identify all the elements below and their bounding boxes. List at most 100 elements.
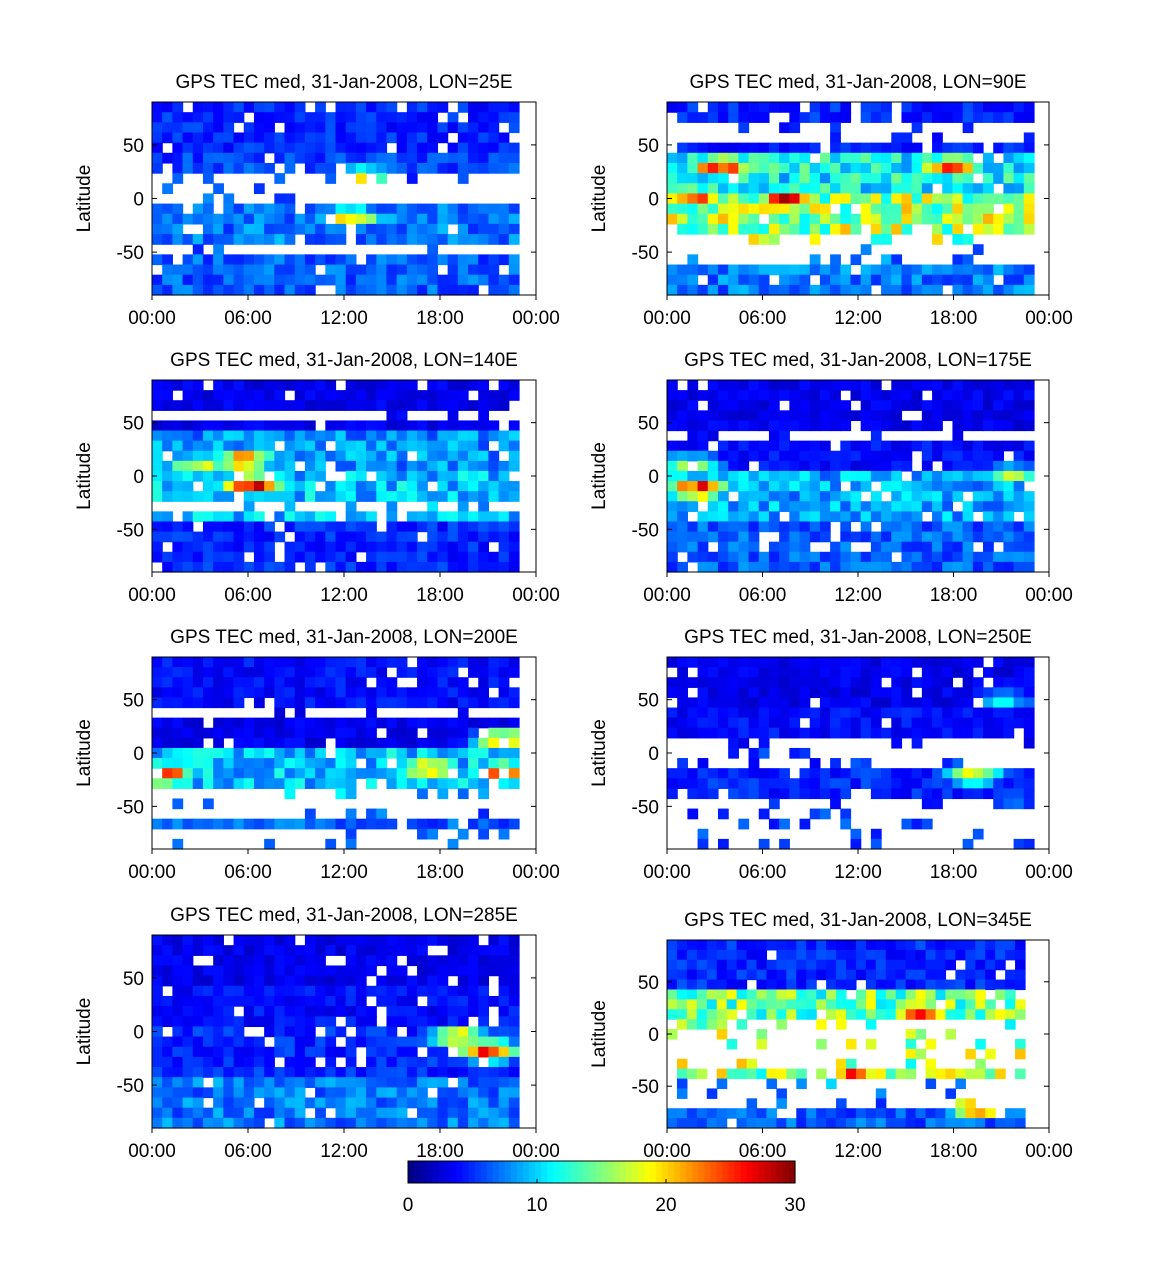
heatmap-cell bbox=[860, 667, 872, 678]
heatmap-cell bbox=[932, 798, 943, 810]
heatmap-cell bbox=[952, 758, 964, 769]
heatmap-cell bbox=[1013, 112, 1025, 123]
heatmap-cell bbox=[366, 758, 377, 769]
heatmap-cell bbox=[952, 657, 964, 668]
heatmap-cell bbox=[376, 808, 388, 820]
heatmap-cell bbox=[457, 102, 469, 113]
heatmap-cell bbox=[172, 152, 184, 164]
heatmap-cell bbox=[366, 203, 377, 215]
colorbar-segment bbox=[480, 1161, 488, 1183]
heatmap-cell bbox=[697, 561, 709, 573]
heatmap-cell bbox=[243, 995, 255, 1007]
heatmap-cell bbox=[488, 491, 500, 502]
heatmap-cell bbox=[447, 213, 459, 225]
heatmap-cell bbox=[162, 284, 173, 296]
heatmap-cell bbox=[223, 142, 235, 154]
heatmap-cell bbox=[223, 102, 235, 113]
heatmap-cell bbox=[172, 747, 184, 759]
heatmap-cell bbox=[304, 1016, 316, 1028]
heatmap-cell bbox=[983, 717, 994, 729]
heatmap-cell bbox=[304, 1036, 316, 1048]
x-tick-label: 06:00 bbox=[739, 585, 787, 606]
heatmap-cell bbox=[468, 551, 479, 563]
panel-3: GPS TEC med, 31-Jan-2008, LON=140ELatitu… bbox=[74, 350, 560, 606]
heatmap-cell bbox=[284, 521, 296, 533]
heatmap-cell bbox=[366, 717, 377, 729]
heatmap-cell bbox=[488, 390, 500, 401]
heatmap-cell bbox=[274, 430, 286, 442]
heatmap-cell bbox=[942, 203, 954, 215]
heatmap-cell bbox=[447, 1036, 459, 1048]
heatmap-cell bbox=[993, 717, 1005, 729]
heatmap-cell bbox=[152, 284, 163, 296]
heatmap-cell bbox=[993, 390, 1005, 401]
heatmap-cell bbox=[498, 657, 510, 668]
heatmap-cell bbox=[932, 697, 943, 709]
heatmap-cell bbox=[243, 1036, 255, 1048]
heatmap-cell bbox=[855, 1068, 867, 1080]
heatmap-cell bbox=[498, 561, 510, 573]
heatmap-cell bbox=[726, 940, 738, 951]
heatmap-cell bbox=[687, 521, 699, 533]
heatmap-cell bbox=[819, 501, 831, 512]
heatmap-cell bbox=[995, 979, 1006, 991]
heatmap-cell bbox=[830, 132, 841, 144]
heatmap-cell bbox=[488, 1097, 500, 1109]
x-tick-label: 00:00 bbox=[643, 308, 691, 329]
heatmap-cell bbox=[152, 935, 163, 946]
heatmap-cell bbox=[152, 1016, 163, 1028]
heatmap-cell bbox=[437, 213, 449, 225]
heatmap-cell bbox=[366, 390, 377, 401]
heatmap-cell bbox=[1003, 152, 1015, 164]
heatmap-cell bbox=[294, 430, 306, 442]
colorbar-segment bbox=[740, 1161, 748, 1183]
heatmap-cell bbox=[952, 410, 964, 422]
heatmap-cell bbox=[779, 410, 790, 422]
heatmap-cell bbox=[386, 541, 398, 553]
heatmap-cell bbox=[406, 995, 418, 1007]
x-tick-label: 00:00 bbox=[512, 1141, 560, 1162]
heatmap-cell bbox=[386, 975, 398, 987]
heatmap-cell bbox=[274, 935, 286, 946]
heatmap-cell bbox=[162, 1087, 173, 1099]
heatmap-cell bbox=[1013, 460, 1025, 472]
heatmap-cell bbox=[726, 1038, 738, 1050]
heatmap-cell bbox=[1023, 112, 1035, 123]
heatmap-cell bbox=[728, 727, 739, 739]
heatmap-cell bbox=[809, 112, 821, 123]
heatmap-cell bbox=[304, 223, 316, 235]
heatmap-cell bbox=[1003, 460, 1015, 472]
heatmap-cell bbox=[457, 1056, 469, 1068]
heatmap-cell bbox=[172, 1016, 184, 1028]
heatmap-cell bbox=[213, 657, 224, 668]
heatmap-cell bbox=[1023, 142, 1035, 154]
heatmap-cell bbox=[223, 747, 235, 759]
heatmap-cell bbox=[925, 1068, 937, 1080]
heatmap-cell bbox=[162, 1117, 173, 1129]
heatmap-cell bbox=[417, 102, 428, 113]
heatmap-cell bbox=[1003, 768, 1015, 779]
heatmap-cell bbox=[799, 697, 811, 709]
heatmap-cell bbox=[498, 747, 510, 759]
heatmap-cell bbox=[213, 955, 224, 967]
heatmap-cell bbox=[427, 430, 439, 442]
heatmap-cell bbox=[891, 420, 903, 432]
heatmap-cell bbox=[891, 778, 903, 789]
heatmap-cell bbox=[437, 717, 449, 729]
heatmap-cell bbox=[294, 213, 306, 225]
heatmap-cell bbox=[758, 162, 770, 174]
heatmap-cell bbox=[315, 203, 326, 215]
heatmap-cell bbox=[264, 737, 275, 749]
heatmap-cell bbox=[881, 173, 892, 184]
heatmap-cell bbox=[508, 561, 520, 573]
heatmap-cell bbox=[766, 1068, 777, 1080]
heatmap-cell bbox=[915, 1108, 927, 1119]
heatmap-cell bbox=[233, 1016, 245, 1028]
heatmap-cell bbox=[202, 697, 214, 709]
heatmap-cell bbox=[935, 969, 947, 981]
heatmap-cell bbox=[942, 264, 954, 276]
heatmap-cell bbox=[468, 511, 479, 523]
heatmap-cell bbox=[396, 975, 408, 987]
heatmap-cell bbox=[294, 531, 306, 543]
heatmap-cell bbox=[417, 460, 428, 472]
